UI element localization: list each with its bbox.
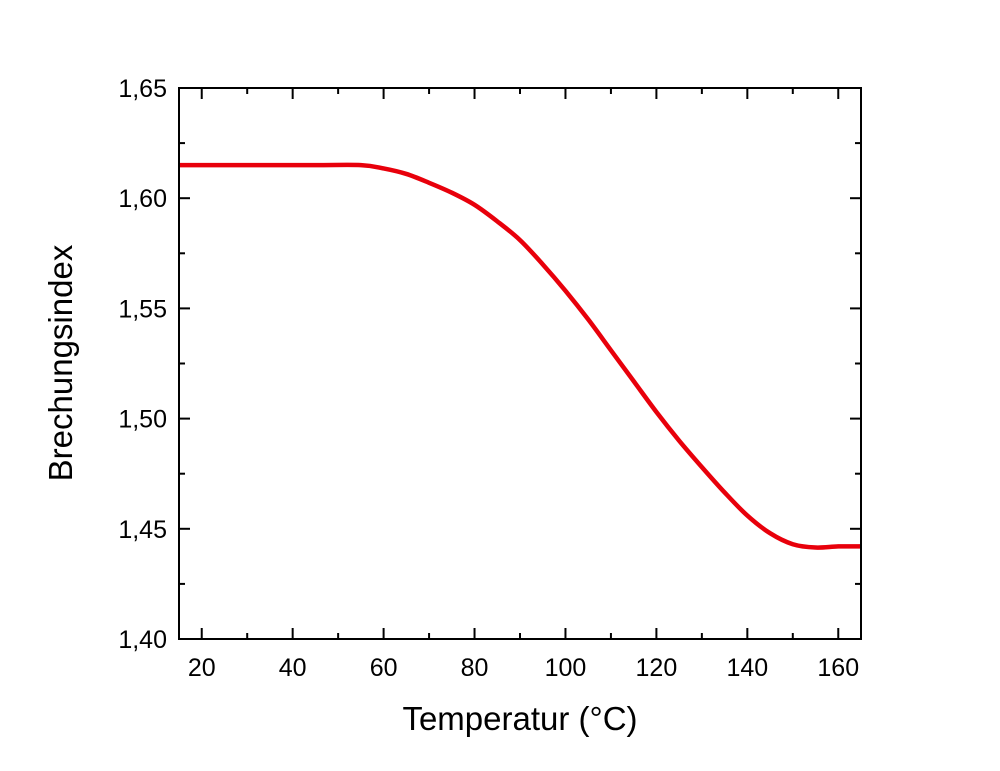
x-tick-label: 80: [461, 654, 489, 682]
y-tick-label: 1,60: [118, 185, 167, 213]
x-tick-label: 100: [545, 654, 587, 682]
plot-frame: [178, 87, 862, 640]
x-tick-label: 20: [188, 654, 216, 682]
x-tick-label: 140: [726, 654, 768, 682]
y-axis-label: Brechungsindex: [42, 244, 79, 481]
x-tick-label: 60: [370, 654, 398, 682]
x-tick-label: 120: [636, 654, 678, 682]
y-tick-label: 1,65: [118, 75, 167, 103]
y-tick-label: 1,50: [118, 406, 167, 434]
y-tick-label: 1,55: [118, 295, 167, 323]
x-axis-label: Temperatur (°C): [402, 700, 637, 737]
series-line: [179, 162, 862, 550]
x-tick-label: 160: [817, 654, 859, 682]
y-tick-label: 1,45: [118, 516, 167, 544]
x-tick-label: 40: [279, 654, 307, 682]
y-tick-label: 1,40: [118, 626, 167, 654]
